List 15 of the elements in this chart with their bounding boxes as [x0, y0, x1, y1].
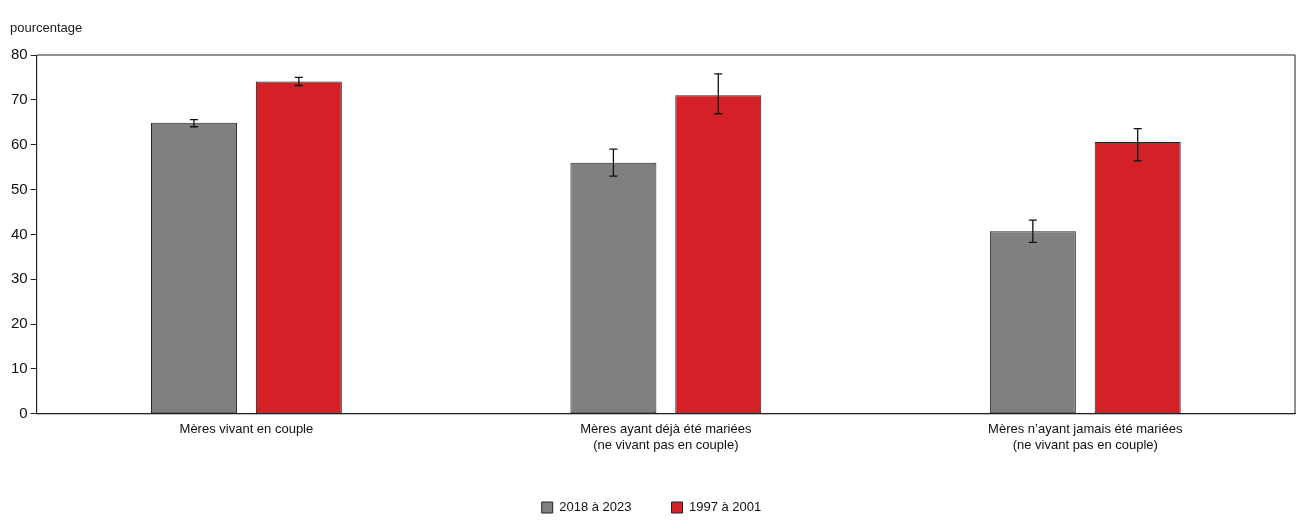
x-tick-label: Mères n’ayant jamais été mariées (ne vivant pas en couple): [988, 421, 1183, 452]
y-tick-label: 30: [11, 269, 28, 287]
y-tick-label: 10: [11, 359, 28, 377]
y-tick-label: 0: [19, 403, 28, 421]
x-tick-label: Mères ayant déjà été mariées (ne vivant pas en couple): [580, 421, 752, 452]
legend-label: 1997 à 2001: [689, 499, 762, 515]
y-tick-label: 40: [11, 224, 28, 242]
y-tick-label: 60: [11, 134, 28, 152]
y-axis-title: pourcentage: [10, 20, 83, 35]
y-tick-label: 80: [11, 45, 28, 63]
x-tick-label: Mères vivant en couple: [179, 421, 314, 437]
y-tick-label: 20: [11, 314, 28, 332]
y-tick-label: 70: [11, 89, 28, 107]
y-tick-label: 50: [11, 179, 28, 197]
legend-label: 2018 à 2023: [559, 499, 632, 515]
